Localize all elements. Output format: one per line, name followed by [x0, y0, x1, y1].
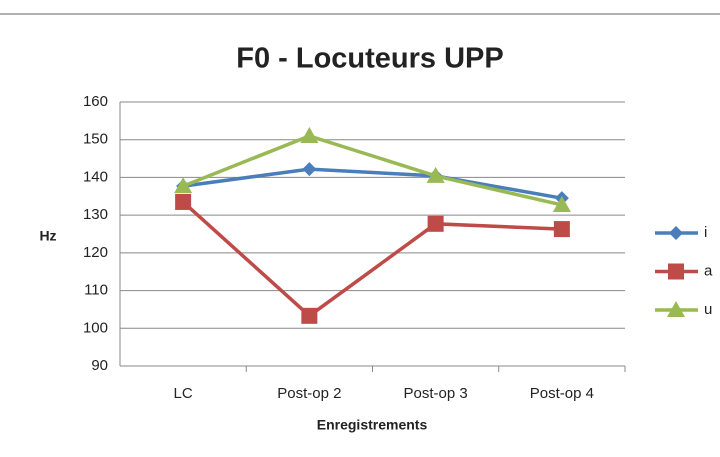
series-line	[181, 200, 562, 319]
chart-title: F0 - Locuteurs UPP	[236, 43, 504, 75]
x-tick-label: Post-op 3	[404, 385, 468, 402]
marker	[426, 166, 445, 183]
marker	[427, 215, 444, 232]
x-tick-label: Post-op 4	[530, 385, 594, 402]
y-tick-label: 140	[83, 168, 108, 185]
y-tick-label: 110	[84, 282, 108, 299]
legend-marker	[667, 301, 685, 317]
marker	[552, 195, 571, 212]
marker	[302, 162, 317, 177]
marker	[553, 221, 570, 238]
legend-label: u	[704, 301, 712, 318]
series-line	[182, 134, 563, 207]
series-line	[182, 167, 563, 200]
legend-marker	[668, 263, 684, 280]
legend-marker	[669, 226, 683, 240]
x-tick-label: Post-op 2	[277, 385, 341, 402]
x-tick-label: LC	[174, 385, 193, 402]
marker	[175, 193, 192, 210]
y-tick-label: 100	[83, 319, 108, 336]
x-axis-label: Enregistrements	[317, 417, 428, 433]
legend-label: a	[704, 262, 713, 279]
y-tick-label: 150	[83, 131, 108, 148]
marker	[301, 307, 318, 324]
marker	[300, 126, 319, 143]
y-tick-label: 130	[83, 206, 108, 223]
y-tick-label: 160	[83, 93, 108, 110]
y-tick-label: 120	[83, 244, 108, 261]
y-axis-label: Hz	[39, 228, 56, 244]
legend-label: i	[704, 224, 707, 241]
y-tick-label: 90	[91, 357, 108, 374]
marker	[174, 177, 193, 194]
